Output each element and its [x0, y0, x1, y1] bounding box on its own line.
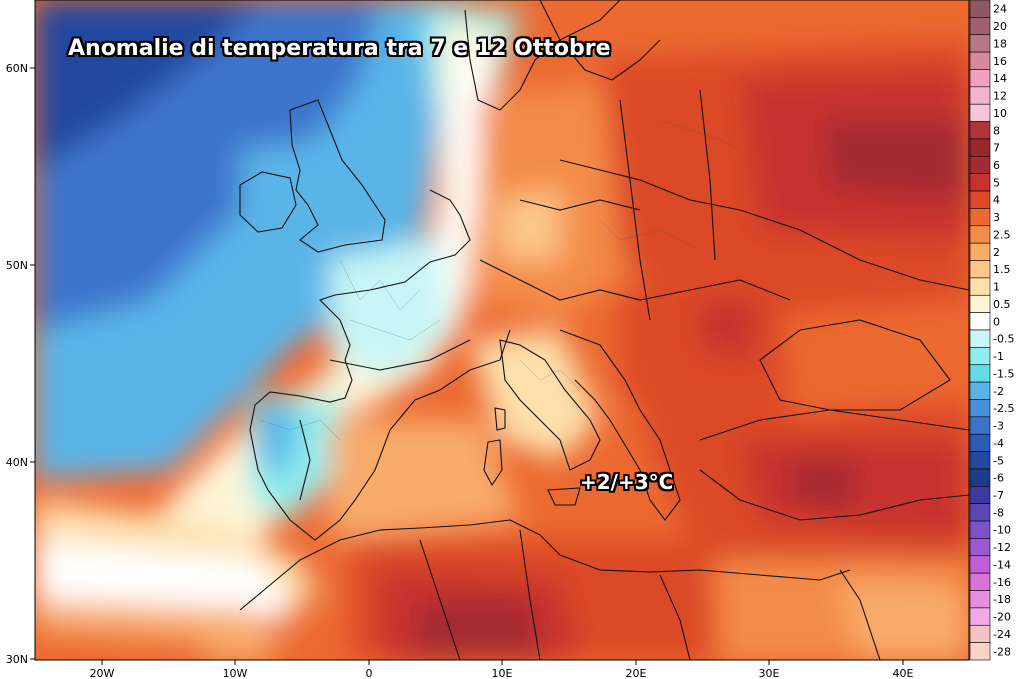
- color-legend: 24 20 18 16 14 12 10 8 7 6 5 4 3 2.5 2 1.5 1 0.5 0 -0.5 -1 -1…: [969, 0, 1014, 661]
- legend-swatch: [969, 86, 991, 105]
- lon-label-30e: 30E: [759, 667, 780, 679]
- legend-swatch: [969, 503, 991, 522]
- legend-swatch: [969, 329, 991, 348]
- legend-label: -1.5: [993, 367, 1014, 380]
- legend-label: 0.5: [993, 298, 1011, 311]
- legend-label: -8: [993, 506, 1004, 519]
- axis-ticks: [30, 67, 904, 665]
- legend-swatch: [969, 399, 991, 418]
- legend-swatch: [969, 607, 991, 626]
- legend-label: -3: [993, 420, 1004, 433]
- legend-label: -14: [993, 558, 1011, 571]
- legend-label: -2: [993, 385, 1004, 398]
- legend-swatch: [969, 347, 991, 366]
- legend-swatch: [969, 225, 991, 244]
- latitude-labels: 60N 50N 40N 30N: [6, 62, 28, 666]
- legend-swatch: [969, 468, 991, 487]
- legend-swatch: [969, 34, 991, 53]
- legend-label: 7: [993, 142, 1000, 155]
- legend-swatch: [969, 294, 991, 313]
- legend-swatch: [969, 486, 991, 504]
- legend-swatch: [969, 121, 991, 140]
- legend-label: 1.5: [993, 263, 1011, 276]
- legend-swatch: [969, 69, 991, 88]
- legend-swatch: [969, 242, 991, 261]
- legend-swatch: [969, 451, 991, 470]
- legend-swatch: [969, 138, 991, 157]
- longitude-labels: 20W 10W 0 10E 20E 30E 40E: [90, 667, 914, 679]
- legend-swatch: [969, 590, 991, 609]
- legend-label: -7: [993, 489, 1004, 502]
- legend-label: -2.5: [993, 402, 1014, 415]
- legend-swatch: [969, 277, 991, 296]
- anomaly-annotation: +2/+3°C: [580, 470, 674, 494]
- legend-swatch: [969, 572, 991, 591]
- legend-label: 0: [993, 315, 1000, 328]
- legend-label: -20: [993, 611, 1011, 624]
- legend-label: 16: [993, 55, 1007, 68]
- legend-label: 12: [993, 90, 1007, 103]
- lon-label-10e: 10E: [492, 667, 513, 679]
- lat-label-40n: 40N: [6, 456, 28, 469]
- legend-label: -18: [993, 593, 1011, 606]
- lon-label-0: 0: [366, 667, 373, 679]
- lat-label-60n: 60N: [6, 62, 28, 75]
- legend-swatch: [969, 103, 991, 122]
- legend-swatch: [969, 51, 991, 70]
- legend-label: 2.5: [993, 228, 1011, 241]
- legend-label: -0.5: [993, 333, 1014, 346]
- legend-label: 8: [993, 124, 1000, 137]
- legend-label: -28: [993, 645, 1011, 658]
- map-plot-area: [35, 0, 969, 660]
- legend-swatch: [969, 156, 991, 174]
- legend-swatch: [969, 312, 991, 331]
- legend-label: 5: [993, 176, 1000, 189]
- legend-swatch: [969, 433, 991, 452]
- lon-label-20w: 20W: [90, 667, 115, 679]
- legend-swatch: [969, 538, 991, 557]
- country-borders: [239, 0, 969, 660]
- legend-label: 20: [993, 20, 1007, 33]
- lon-label-20e: 20E: [626, 667, 647, 679]
- legend-swatch: [969, 364, 991, 383]
- legend-label: 6: [993, 159, 1000, 172]
- legend-label: -12: [993, 541, 1011, 554]
- legend-swatch: [969, 0, 991, 18]
- legend-label: -5: [993, 454, 1004, 467]
- legend-label: 2: [993, 246, 1000, 259]
- legend-swatch: [969, 624, 991, 643]
- lat-label-30n: 30N: [6, 653, 28, 666]
- legend-swatch: [969, 520, 991, 539]
- legend-label: 18: [993, 37, 1007, 50]
- legend-label: 1: [993, 281, 1000, 294]
- lon-label-40e: 40E: [893, 667, 914, 679]
- legend-label: -4: [993, 437, 1004, 450]
- legend-label: -16: [993, 576, 1011, 589]
- legend-swatch: [969, 260, 991, 279]
- lat-label-50n: 50N: [6, 259, 28, 272]
- legend-label: 10: [993, 107, 1007, 120]
- legend-swatch: [969, 190, 991, 209]
- legend-label: -10: [993, 524, 1011, 537]
- lon-label-10w: 10W: [223, 667, 248, 679]
- legend-label: -1: [993, 350, 1004, 363]
- legend-swatch: [969, 381, 991, 400]
- legend-swatch: [969, 555, 991, 574]
- legend-swatch: [969, 17, 991, 36]
- legend-label: 4: [993, 194, 1000, 207]
- legend-swatch: [969, 642, 991, 661]
- legend-label: -6: [993, 472, 1004, 485]
- legend-label: 24: [993, 3, 1007, 16]
- legend-swatch: [969, 416, 991, 435]
- legend-label: 3: [993, 211, 1000, 224]
- legend-swatch: [969, 208, 991, 227]
- legend-label: -24: [993, 628, 1011, 641]
- map-title: Anomalie di temperatura tra 7 e 12 Ottob…: [68, 36, 611, 61]
- legend-label: 14: [993, 72, 1007, 85]
- legend-swatch: [969, 173, 991, 192]
- regional-borders: [259, 119, 741, 441]
